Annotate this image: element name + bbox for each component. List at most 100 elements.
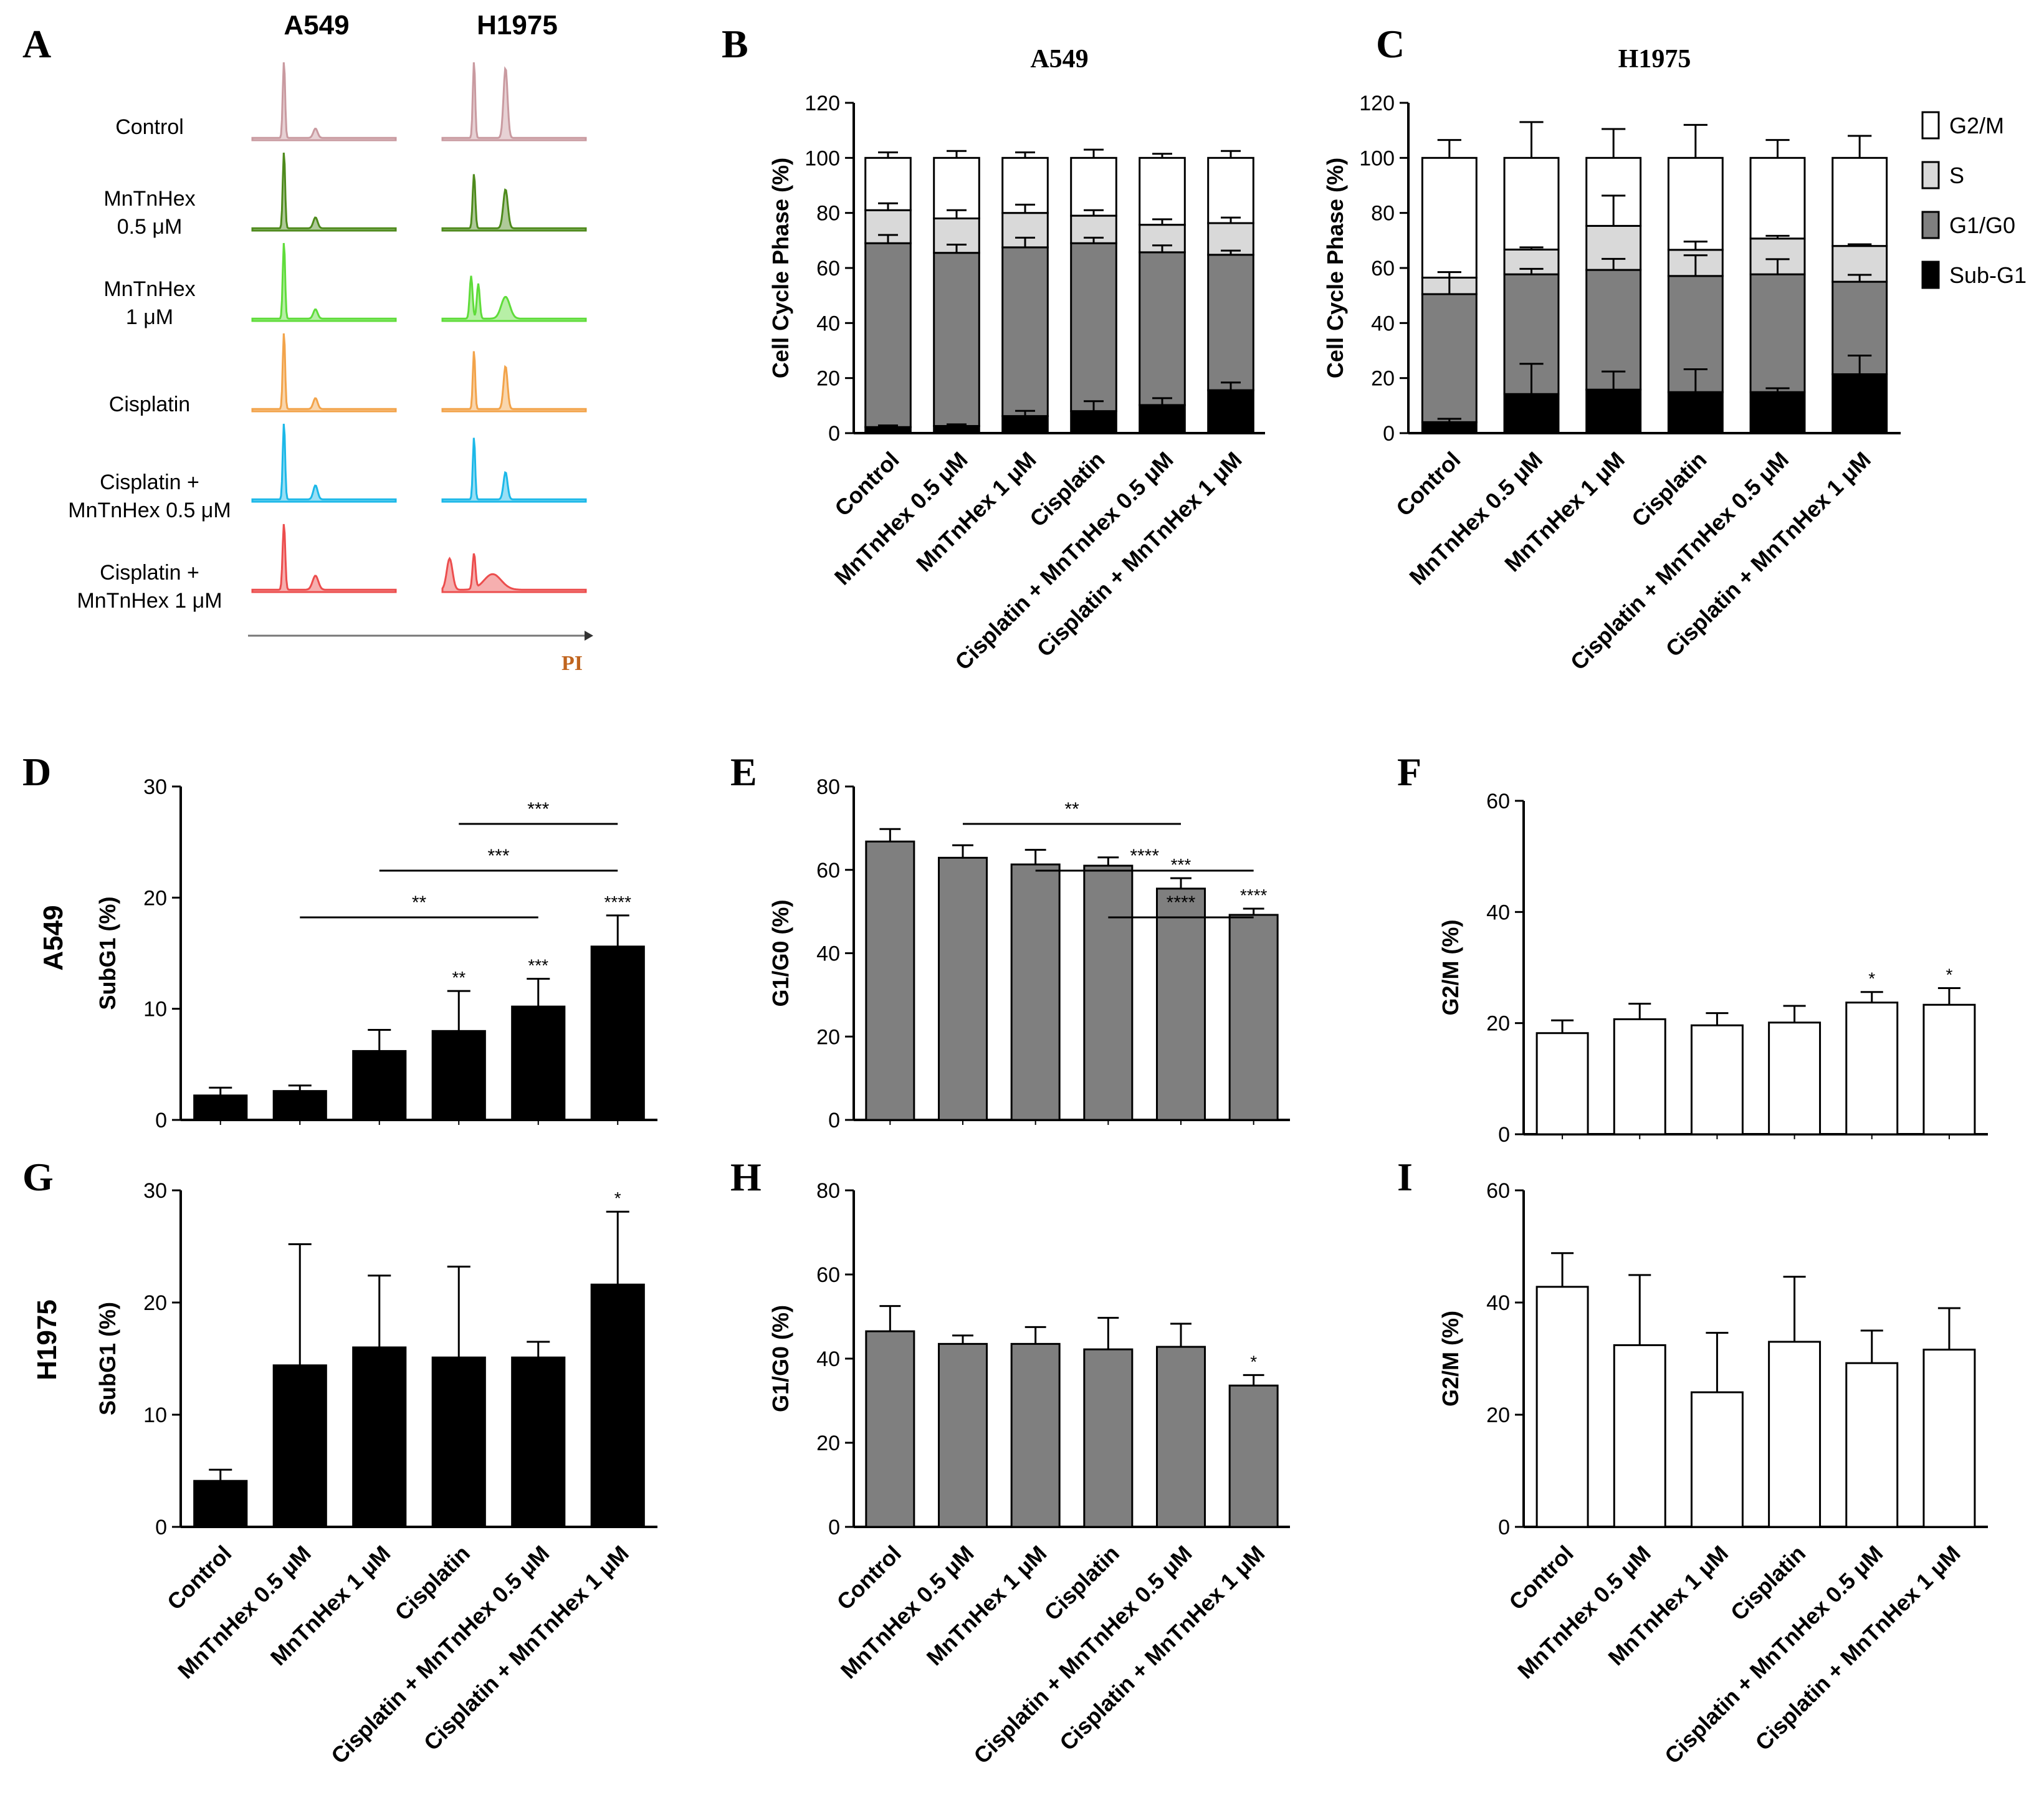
y-tick-label: 20 <box>816 367 840 391</box>
y-tick-label: 80 <box>816 1179 840 1203</box>
bar-segment-g2-m <box>864 156 912 211</box>
x-tick-label: Control <box>832 1541 906 1615</box>
significance-star: *** <box>528 956 548 975</box>
significance-star: **** <box>1240 886 1268 905</box>
significance-star: ** <box>452 968 466 987</box>
panel-letter-h: H <box>730 1155 762 1199</box>
panel-a-row-label: Cisplatin + <box>100 561 199 585</box>
panel-a-row-label: MnTnHex <box>103 187 195 211</box>
legend-swatch <box>1921 211 1940 239</box>
bar <box>1613 1344 1666 1528</box>
bar <box>1535 1032 1589 1136</box>
y-axis-label: G2/M (%) <box>1438 1311 1463 1407</box>
bar-segment-sub-g1 <box>1001 415 1049 434</box>
bar <box>590 945 645 1121</box>
y-tick-label: 60 <box>1486 790 1510 813</box>
bar-segment-sub-g1 <box>1585 388 1642 434</box>
stack-legend: G2/M S G1/G0 Sub-G1 <box>1921 111 2027 289</box>
bar <box>1083 864 1134 1121</box>
panel-letter-d: D <box>22 750 51 794</box>
y-tick-label: 0 <box>1498 1516 1510 1539</box>
y-axis-label: Cell Cycle Phase (%) <box>1322 158 1348 378</box>
significance-bracket-label: **** <box>1130 846 1159 866</box>
bar <box>431 1356 486 1528</box>
bar <box>1922 1003 1976 1136</box>
panel-letter-e: E <box>730 750 757 794</box>
bar <box>938 1342 988 1528</box>
legend-label: S <box>1949 163 1964 188</box>
y-tick-label: 80 <box>816 202 840 226</box>
panel-a-histogram-a549 <box>251 333 397 413</box>
bar <box>1010 1342 1061 1528</box>
bar <box>193 1094 248 1121</box>
bar-segment-sub-g1 <box>1667 391 1724 434</box>
bar <box>1768 1341 1822 1528</box>
chart-c: 0 20 40 60 80 100 120 Cell Cycle Phase (%) H1975… <box>1322 45 1901 675</box>
x-tick-label: Cisplatin <box>389 1541 474 1625</box>
bar-segment-g2-m <box>1749 156 1806 240</box>
bar <box>1922 1349 1976 1528</box>
bar <box>272 1090 327 1121</box>
bar-segment-g1-g0 <box>1207 254 1254 391</box>
y-axis-label: G2/M (%) <box>1438 919 1463 1015</box>
bar <box>1845 1362 1899 1528</box>
bar <box>511 1356 566 1528</box>
significance-bracket-label: *** <box>487 846 509 866</box>
bar <box>1845 1002 1899 1136</box>
y-tick-label: 0 <box>828 422 840 446</box>
panel-a-histogram-a549 <box>251 242 397 322</box>
bar-segment-g2-m <box>1070 156 1117 217</box>
bar-segment-g2-m <box>1421 156 1478 279</box>
y-tick-label: 60 <box>816 1263 840 1287</box>
bar <box>938 856 988 1121</box>
significance-star: * <box>1946 965 1952 984</box>
y-axis-label: SubG1 (%) <box>95 1302 120 1415</box>
panel-a-col-label-a549: A549 <box>284 10 349 41</box>
panel-a-row-label: MnTnHex 1 μM <box>77 589 222 613</box>
bar-segment-sub-g1 <box>1070 410 1117 434</box>
y-tick-label: 60 <box>1486 1179 1510 1203</box>
x-tick-label: MnTnHex 1 μM <box>911 447 1041 577</box>
panel-letter-i: I <box>1397 1155 1413 1199</box>
panel-a-row-label: 1 μM <box>126 305 173 329</box>
y-tick-label: 20 <box>1371 367 1395 391</box>
bar <box>1690 1391 1744 1528</box>
y-tick-label: 40 <box>1486 1291 1510 1315</box>
y-tick-label: 40 <box>1371 312 1395 335</box>
x-tick-label: Control <box>162 1541 236 1615</box>
bar-segment-g2-m <box>933 156 980 219</box>
legend-swatch <box>1921 261 1940 289</box>
y-tick-label: 30 <box>143 1179 167 1203</box>
panel-a-histogram-h1975 <box>441 275 587 322</box>
panel-a-histogram-a549 <box>251 524 397 593</box>
y-tick-label: 80 <box>1371 202 1395 226</box>
bar-segment-sub-g1 <box>1207 389 1254 434</box>
bar-segment-g2-m <box>1667 156 1724 251</box>
y-tick-label: 20 <box>1486 1012 1510 1036</box>
panel-letter-c: C <box>1376 22 1405 66</box>
significance-bracket-label: *** <box>527 799 549 820</box>
bar <box>431 1030 486 1121</box>
y-axis-label: G1/G0 (%) <box>768 1305 793 1412</box>
panel-a-histogram-h1975 <box>441 553 587 593</box>
y-tick-label: 60 <box>816 257 840 280</box>
bar-segment-sub-g1 <box>1749 391 1806 434</box>
y-axis-label: Cell Cycle Phase (%) <box>768 158 793 378</box>
y-tick-label: 40 <box>1486 901 1510 924</box>
row-label-a549: A549 <box>38 905 69 970</box>
bar <box>865 840 915 1121</box>
significance-star: **** <box>604 892 631 912</box>
bar <box>1156 1346 1206 1528</box>
y-tick-label: 40 <box>816 312 840 335</box>
bar <box>1613 1018 1666 1136</box>
bar <box>1228 914 1279 1121</box>
bar-segment-g2-m <box>1207 156 1254 224</box>
x-tick-label: Control <box>1504 1541 1578 1615</box>
y-tick-label: 20 <box>143 886 167 910</box>
chart-f: 0 20 40 60 G2/M (%) * * <box>1438 790 1988 1147</box>
bar <box>590 1283 645 1528</box>
